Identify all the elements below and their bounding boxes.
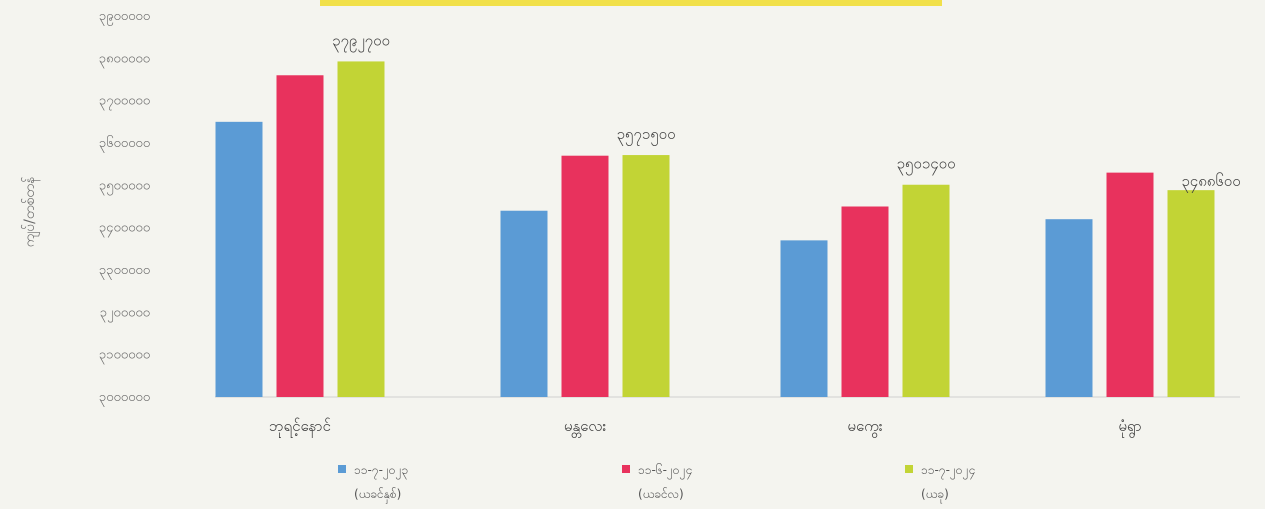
bar bbox=[1167, 190, 1215, 397]
y-tick-label: ၃၀၀၀၀၀၀ bbox=[99, 390, 150, 407]
legend-sublabel: (ယခု) bbox=[921, 487, 949, 504]
category-label: မကွေး bbox=[847, 417, 882, 438]
legend-sublabel: (ယခင်နှစ်) bbox=[354, 486, 401, 504]
y-tick-label: ၃၂၀၀၀၀၀ bbox=[100, 305, 150, 322]
y-tick-label: ၃၈၀၀၀၀၀ bbox=[99, 51, 150, 68]
bar bbox=[622, 155, 670, 397]
data-label: ၃၇၉၂၇၀၀ bbox=[332, 31, 390, 52]
y-tick-label: ၃၁၀၀၀၀၀ bbox=[99, 348, 150, 365]
category-labels: ဘုရင့်နောင် မန္တလေး မကွေး မုံရွာ bbox=[269, 417, 1142, 438]
legend-swatch bbox=[905, 465, 913, 473]
bars bbox=[215, 61, 1215, 398]
bar bbox=[1045, 219, 1093, 397]
y-tick-label: ၃၅၀၀၀၀၀ bbox=[99, 178, 150, 195]
category-label: မန္တလေး bbox=[564, 417, 607, 438]
bar bbox=[276, 75, 324, 398]
legend-swatch bbox=[622, 465, 630, 473]
y-tick-label: ၃၇၀၀၀၀၀ bbox=[99, 94, 150, 111]
data-label: ၃၄၈၈၆၀၀ bbox=[1181, 172, 1240, 193]
bar bbox=[500, 210, 548, 397]
legend-sublabel: (ယခင်လ) bbox=[638, 486, 684, 501]
y-axis-label: ကျပ်/တစ်တန် bbox=[22, 177, 40, 248]
bar bbox=[1106, 172, 1154, 397]
legend-label: ၁၁-၇-၂၀၂၃ bbox=[354, 463, 408, 480]
legend: ၁၁-၇-၂၀၂၃ (ယခင်နှစ်) ၁၁-၆-၂၀၂၄ (ယခင်လ) ၁၁-၇-… bbox=[338, 462, 975, 504]
y-tick-label: ၃၃၀၀၀၀၀ bbox=[99, 263, 150, 280]
y-tick-label: ၃၆၀၀၀၀၀ bbox=[99, 135, 150, 153]
bar bbox=[561, 155, 609, 397]
bar bbox=[902, 184, 950, 397]
bar bbox=[841, 206, 889, 397]
bar bbox=[215, 121, 263, 397]
legend-label: ၁၁-၆-၂၀၂၄ bbox=[638, 462, 692, 480]
bar bbox=[337, 61, 385, 397]
category-label: ဘုရင့်နောင် bbox=[269, 417, 331, 438]
y-axis-ticks: ၃၀၀၀၀၀၀ ၃၁၀၀၀၀၀ ၃၂၀၀၀၀၀ ၃၃၀၀၀၀၀ ၃၄၀၀၀၀၀ ၃၅၀၀၀… bbox=[99, 9, 150, 407]
y-tick-label: ၃၉၀၀၀၀၀ bbox=[99, 9, 150, 26]
data-label: ၃၅၀၁၄၀၀ bbox=[896, 155, 955, 176]
bar bbox=[780, 240, 828, 397]
y-tick-label: ၃၄၀၀၀၀၀ bbox=[99, 221, 150, 238]
category-label: မုံရွာ bbox=[1118, 417, 1141, 438]
title-strip bbox=[320, 0, 942, 6]
data-label: ၃၅၇၁၅၀၀ bbox=[616, 125, 675, 146]
legend-swatch bbox=[338, 465, 346, 473]
legend-label: ၁၁-၇-၂၀၂၄ bbox=[921, 463, 975, 480]
